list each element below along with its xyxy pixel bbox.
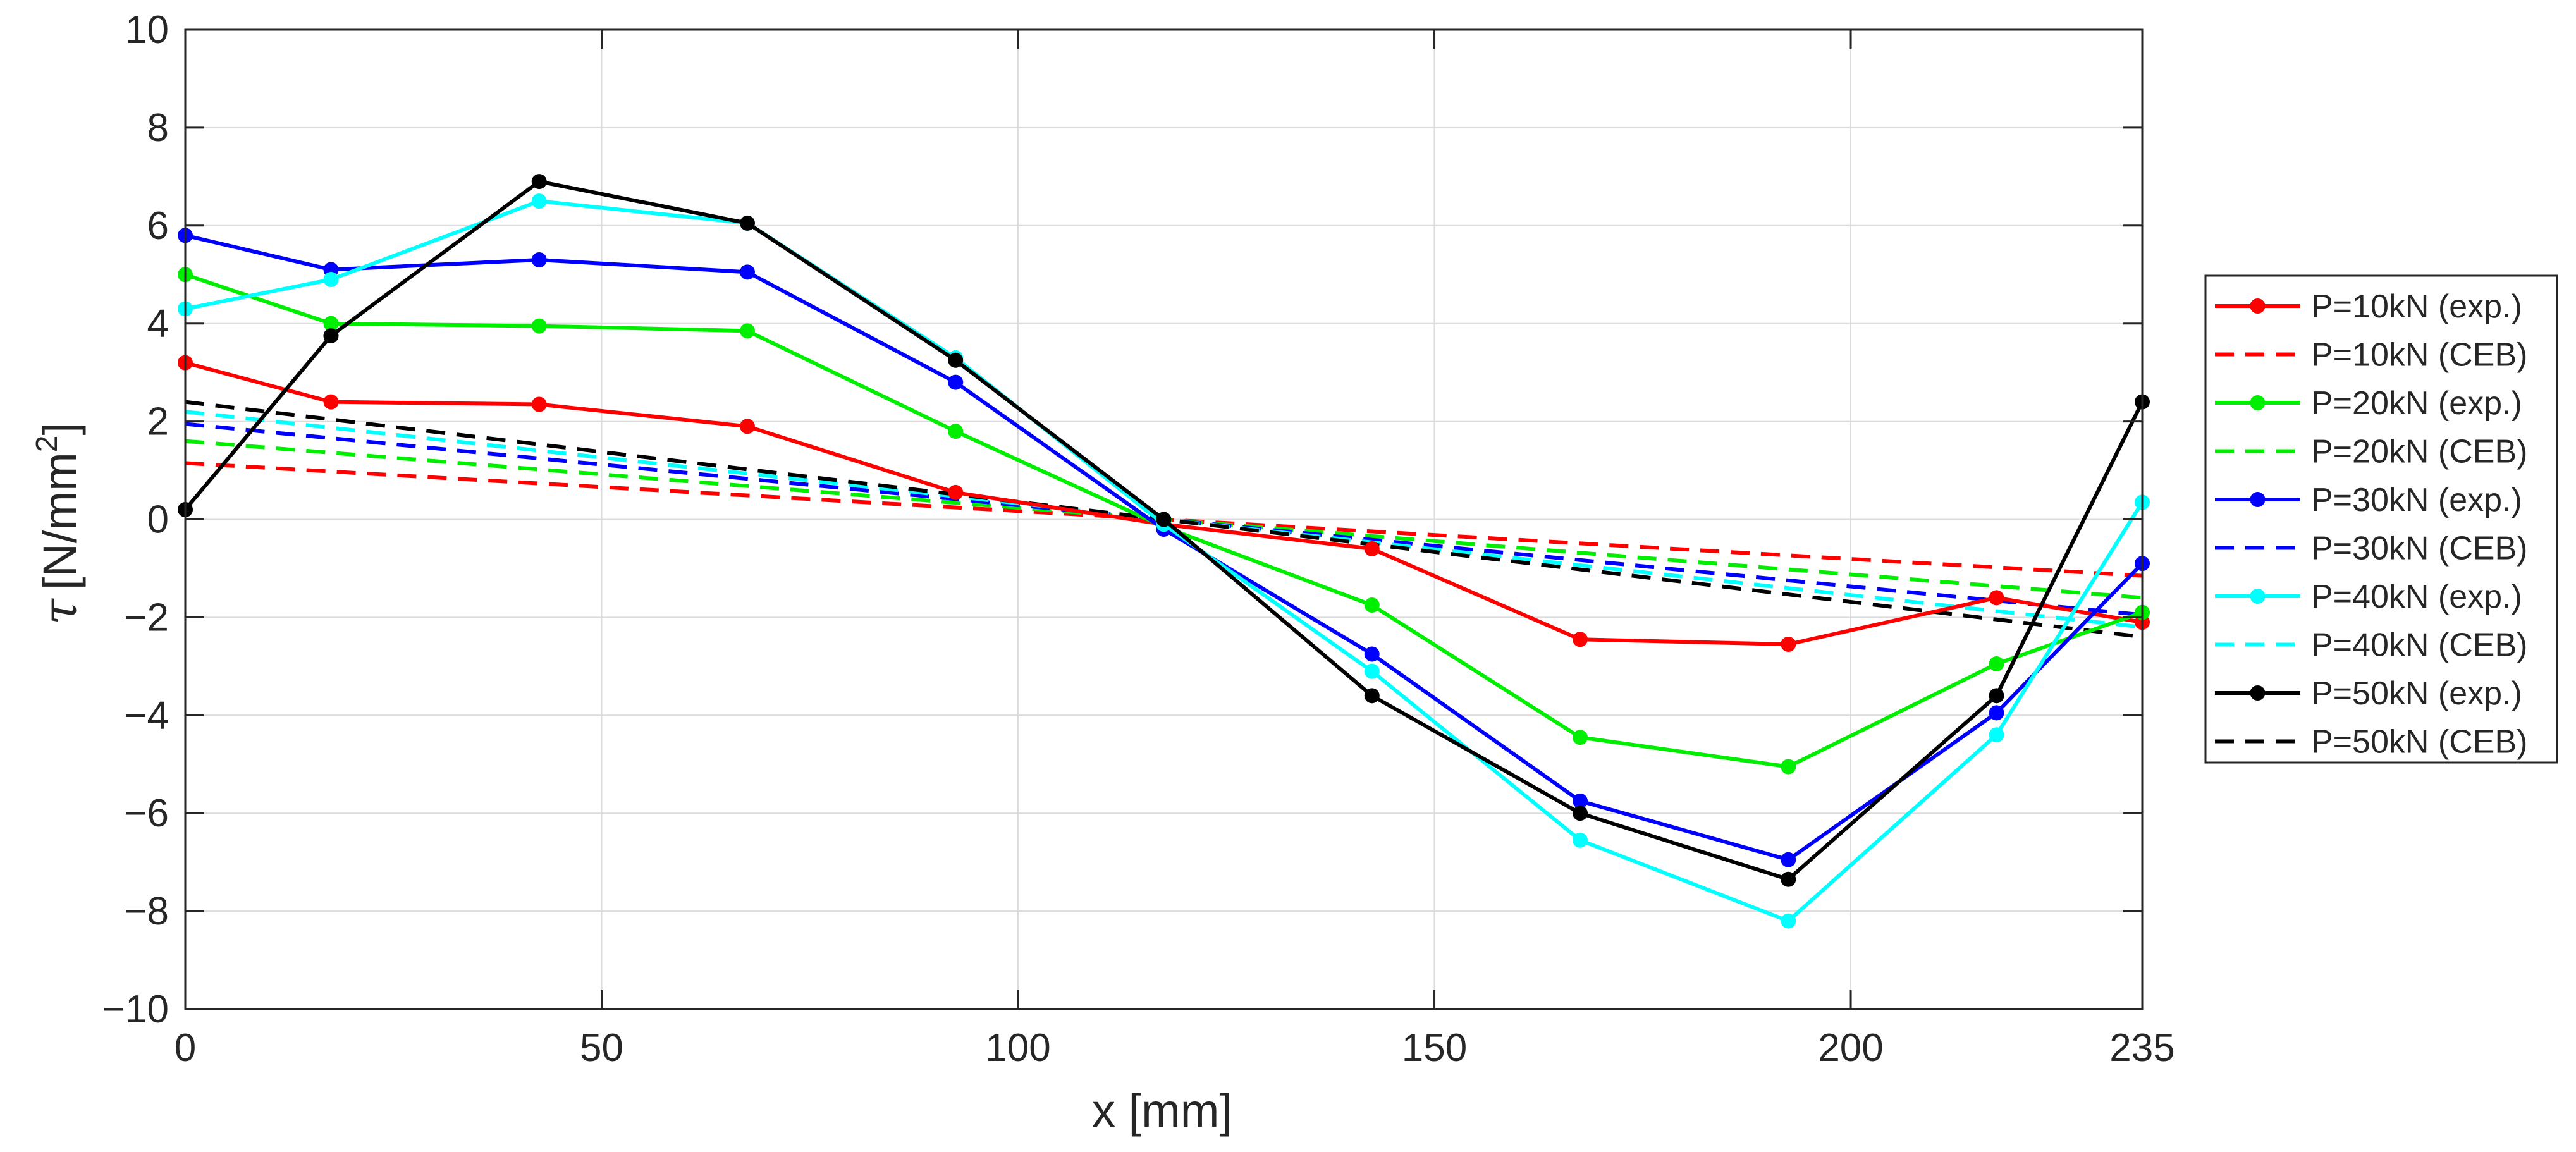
- data-point: [1781, 913, 1796, 929]
- data-point: [531, 252, 547, 268]
- x-axis-label: x [mm]: [1092, 1084, 1232, 1137]
- y-tick-label: 0: [147, 498, 169, 542]
- x-tick-label: 235: [2109, 1026, 2174, 1070]
- series-p-50kn-exp: [178, 174, 2150, 887]
- legend-label: P=30kN (exp.): [2311, 482, 2522, 518]
- x-tick-label: 50: [580, 1026, 623, 1070]
- data-point: [531, 193, 547, 209]
- legend-label: P=50kN (exp.): [2311, 675, 2522, 712]
- legend-item-p-40kn-ceb: P=40kN (CEB): [2215, 627, 2527, 664]
- legend-label: P=20kN (CEB): [2311, 434, 2527, 470]
- y-tick-label: 6: [147, 204, 169, 248]
- data-point: [948, 374, 964, 390]
- data-point: [948, 484, 964, 500]
- legend-marker: [2250, 298, 2266, 314]
- y-tick-label: 8: [147, 106, 169, 150]
- data-point: [1989, 688, 2004, 704]
- y-tick-label: −10: [102, 988, 169, 1031]
- legend-marker: [2250, 589, 2266, 604]
- data-point: [1573, 730, 1588, 745]
- y-tick-labels: −10 −8 −6 −4 −2 0 2 4 6 8 10: [102, 8, 169, 1031]
- y-axis-label-symbol: τ: [33, 598, 87, 625]
- data-point: [1989, 727, 2004, 743]
- legend-label: P=40kN (exp.): [2311, 579, 2522, 615]
- legend-label: P=30kN (CEB): [2311, 530, 2527, 567]
- data-point: [739, 419, 755, 434]
- legend-item-p-40kn-exp: P=40kN (exp.): [2215, 579, 2522, 615]
- data-point: [1989, 705, 2004, 721]
- data-point: [531, 174, 547, 190]
- data-point: [531, 318, 547, 334]
- x-tick-label: 100: [985, 1026, 1050, 1070]
- y-tick-label: 10: [125, 8, 169, 52]
- data-point: [1156, 512, 1172, 527]
- y-axis-label: τ [N/mm2]: [30, 422, 87, 625]
- legend-item-p-30kn-exp: P=30kN (exp.): [2215, 482, 2522, 518]
- y-axis-label-unit: [N/mm: [34, 452, 86, 590]
- legend-label: P=50kN (CEB): [2311, 724, 2527, 761]
- legend-item-p-20kn-ceb: P=20kN (CEB): [2215, 434, 2527, 470]
- legend-item-p-50kn-ceb: P=50kN (CEB): [2215, 724, 2527, 761]
- data-point: [948, 352, 964, 368]
- data-point: [739, 215, 755, 231]
- y-tick-label: 4: [147, 302, 169, 346]
- data-point: [531, 396, 547, 412]
- data-point: [323, 316, 339, 331]
- data-point: [1364, 646, 1380, 662]
- legend-item-p-10kn-exp: P=10kN (exp.): [2215, 288, 2522, 325]
- data-point: [1573, 832, 1588, 848]
- data-point: [948, 424, 964, 439]
- data-point: [1781, 852, 1796, 867]
- y-tick-label: −4: [124, 694, 169, 737]
- data-point: [1364, 541, 1380, 556]
- y-tick-label: −2: [124, 596, 169, 639]
- data-point: [739, 264, 755, 280]
- data-point: [1364, 597, 1380, 613]
- x-tick-labels: 0 50 100 150 200 235: [175, 1026, 2175, 1070]
- data-point: [1781, 871, 1796, 887]
- y-axis-label-close: ]: [34, 422, 86, 436]
- data-point: [1781, 759, 1796, 775]
- data-point: [1573, 806, 1588, 821]
- legend-box: [2204, 274, 2558, 764]
- data-point: [1989, 590, 2004, 606]
- legend-item-p-30kn-ceb: P=30kN (CEB): [2215, 530, 2527, 567]
- data-point: [323, 271, 339, 287]
- y-axis-label-superscript: 2: [30, 436, 64, 453]
- x-tick-label: 150: [1402, 1026, 1467, 1070]
- data-point: [1364, 663, 1380, 679]
- y-tick-label: −6: [124, 792, 169, 835]
- data-point: [1781, 636, 1796, 652]
- data-point: [1989, 656, 2004, 671]
- x-tick-label: 0: [175, 1026, 196, 1070]
- legend-label: P=20kN (exp.): [2311, 385, 2522, 422]
- series-lines: [178, 174, 2150, 929]
- data-point: [1364, 688, 1380, 704]
- data-point: [323, 394, 339, 410]
- data-point: [323, 328, 339, 344]
- data-point: [1573, 632, 1588, 647]
- legend-label: P=10kN (CEB): [2311, 337, 2527, 374]
- ticks: [184, 28, 2144, 1010]
- data-point: [1573, 793, 1588, 809]
- y-tick-label: −8: [124, 890, 169, 933]
- y-tick-label: 2: [147, 400, 169, 444]
- legend-item-p-20kn-exp: P=20kN (exp.): [2215, 385, 2522, 422]
- legend: P=10kN (exp.) P=10kN (CEB) P=20kN (exp.) P=…: [2204, 274, 2558, 764]
- legend-marker: [2250, 492, 2266, 507]
- data-point: [739, 323, 755, 339]
- legend-item-p-50kn-exp: P=50kN (exp.): [2215, 675, 2522, 712]
- legend-marker: [2250, 685, 2266, 701]
- legend-item-p-10kn-ceb: P=10kN (CEB): [2215, 337, 2527, 374]
- x-tick-label: 200: [1818, 1026, 1883, 1070]
- legend-label: P=40kN (CEB): [2311, 627, 2527, 664]
- legend-marker: [2250, 395, 2266, 410]
- legend-label: P=10kN (exp.): [2311, 288, 2522, 325]
